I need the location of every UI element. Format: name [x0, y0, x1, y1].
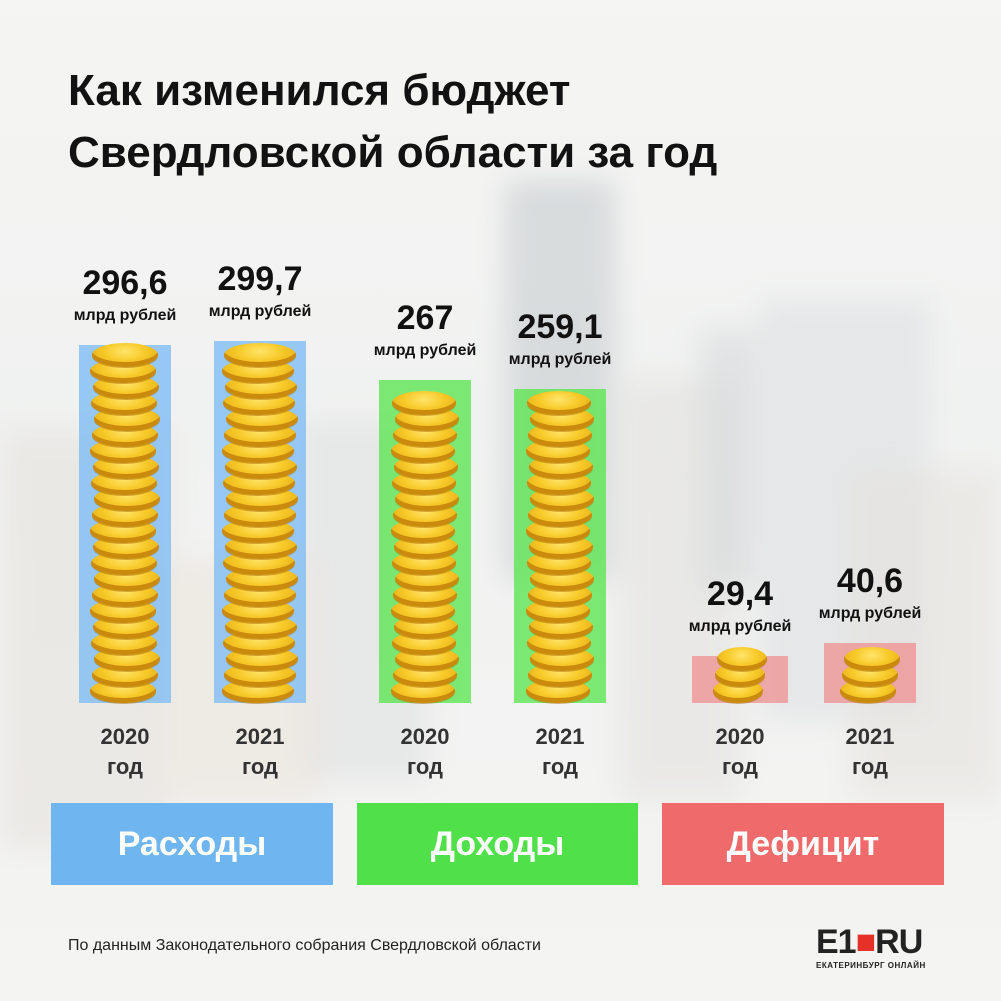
- year-number: 2021: [235, 724, 285, 749]
- data-label-value: 40,6: [836, 562, 904, 600]
- coin-stack-bar: [526, 391, 594, 703]
- data-label-unit: млрд рублей: [208, 303, 312, 320]
- coin: [844, 647, 900, 671]
- year-word: год: [242, 754, 278, 779]
- logo-tagline: ЕКАТЕРИНБУРГ ОНЛАЙН: [816, 961, 926, 970]
- tick-label-year: 2021 год: [490, 722, 630, 782]
- logo-mark-ru: RU: [875, 923, 923, 961]
- tick-label-year: 2020 год: [670, 722, 810, 782]
- coin-stack-bar: [713, 647, 767, 703]
- year-word: год: [407, 754, 443, 779]
- year-number: 2021: [845, 724, 895, 749]
- coin: [392, 391, 456, 415]
- coin: [717, 647, 767, 671]
- data-label-value: 299,7: [217, 260, 303, 298]
- year-number: 2020: [715, 724, 765, 749]
- source-note: По данным Законодательного собрания Свер…: [68, 937, 541, 954]
- data-label-unit: млрд рублей: [818, 605, 922, 622]
- e1-logo: E1■RU ЕКАТЕРИНБУРГ ОНЛАЙН: [816, 925, 956, 977]
- data-label-value: 296,6: [82, 264, 168, 302]
- coin-stack-bar: [222, 343, 298, 703]
- data-label-value: 29,4: [706, 575, 774, 613]
- data-label-unit: млрд рублей: [373, 342, 477, 359]
- logo-mark: E1■RU: [816, 923, 923, 961]
- tick-label-year: 2021 год: [800, 722, 940, 782]
- coin: [527, 391, 591, 415]
- title-line-1: Как изменился бюджет: [68, 66, 571, 115]
- year-number: 2020: [400, 724, 450, 749]
- category-income: Доходы: [357, 803, 638, 885]
- data-label-value: 267: [396, 299, 454, 337]
- data-label-value: 259,1: [517, 308, 603, 346]
- coin-stack-bar: [90, 343, 160, 703]
- year-word: год: [852, 754, 888, 779]
- year-word: год: [722, 754, 758, 779]
- data-label-unit: млрд рублей: [688, 618, 792, 635]
- year-word: год: [107, 754, 143, 779]
- title-line-2: Свердловской области за год: [68, 128, 718, 177]
- data-label-unit: млрд рублей: [508, 351, 612, 368]
- logo-mark-e1: E1: [816, 923, 857, 961]
- coin: [92, 343, 158, 367]
- tick-label-year: 2020 год: [355, 722, 495, 782]
- data-label-unit: млрд рублей: [73, 307, 177, 324]
- category-deficit: Дефицит: [662, 803, 944, 885]
- year-number: 2020: [100, 724, 150, 749]
- coin-stack-bar: [840, 647, 900, 703]
- tick-label-year: 2020 год: [55, 722, 195, 782]
- year-number: 2021: [535, 724, 585, 749]
- chart-title: Как изменился бюджет Свердловской област…: [68, 60, 868, 184]
- logo-mark-square: ■: [855, 923, 877, 961]
- year-word: год: [542, 754, 578, 779]
- category-expenses: Расходы: [51, 803, 333, 885]
- coin-stack-bar: [391, 388, 459, 703]
- coin: [224, 343, 296, 367]
- tick-label-year: 2021 год: [190, 722, 330, 782]
